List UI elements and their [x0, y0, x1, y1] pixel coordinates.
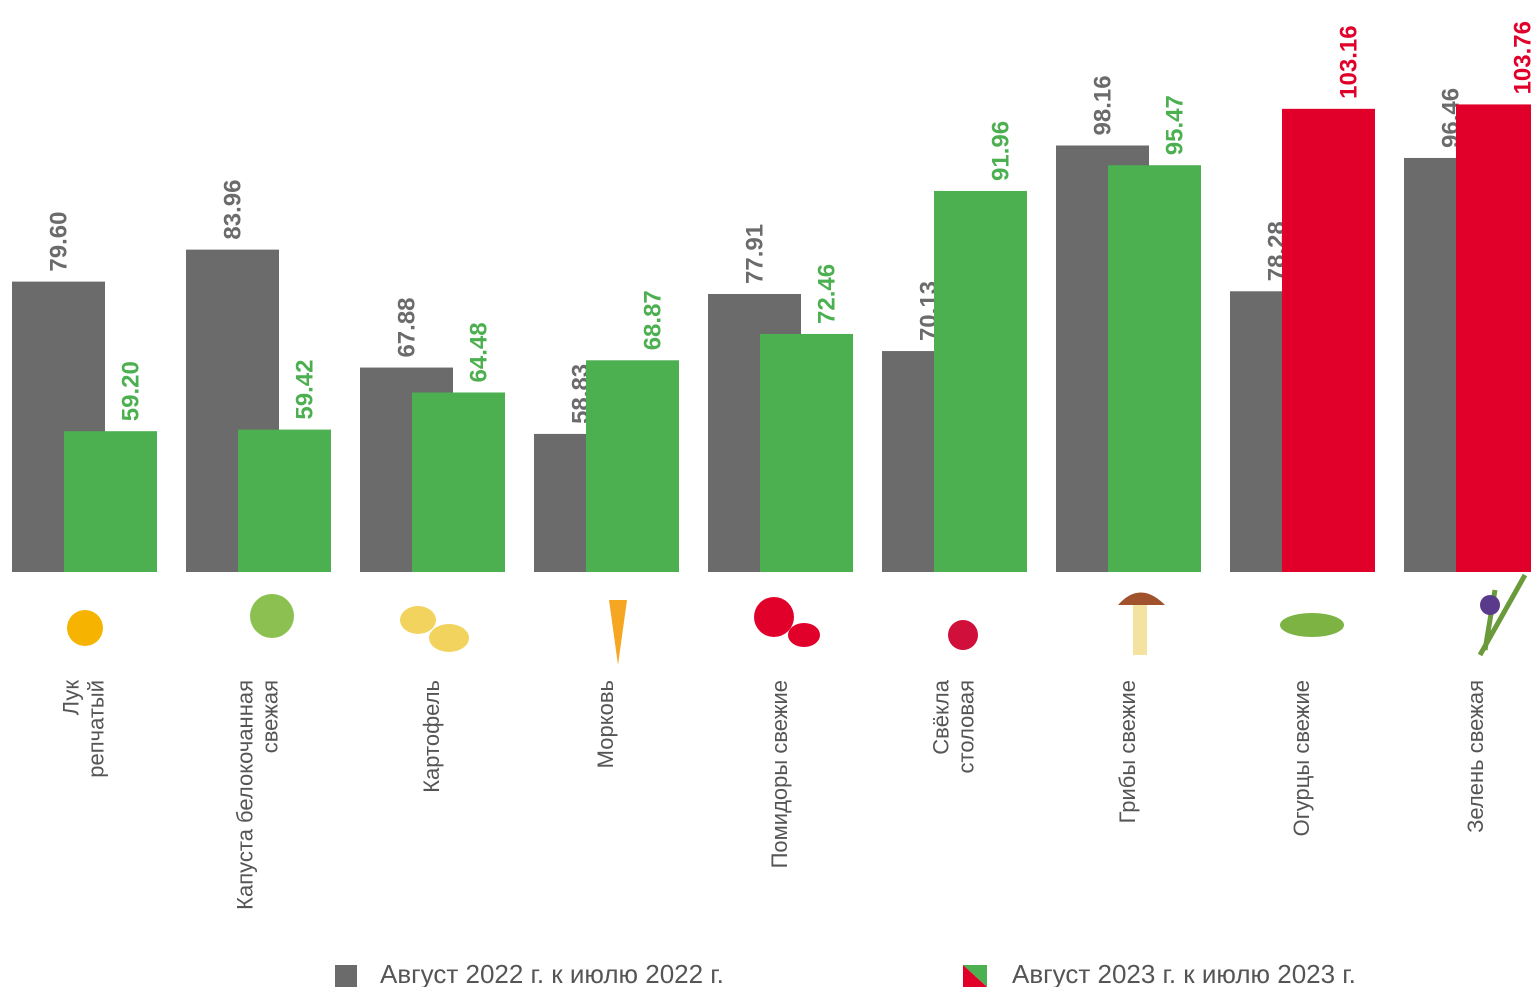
- value-label: 98.16: [1089, 75, 1116, 135]
- value-label: 64.48: [465, 322, 492, 382]
- value-label: 91.96: [987, 121, 1014, 181]
- bar: [1282, 109, 1375, 572]
- legend-swatch: [335, 965, 357, 987]
- potato-icon: [400, 606, 436, 634]
- tomato-icon: [788, 623, 820, 647]
- mushroom-icon: [1133, 605, 1147, 655]
- cabbage-icon: [250, 594, 294, 638]
- bar: [760, 334, 853, 572]
- value-label: 59.20: [117, 361, 144, 421]
- greens-icon: [1480, 595, 1500, 615]
- beet-icon: [948, 620, 978, 650]
- potato-icon: [429, 624, 469, 652]
- category-label: Свёкластоловая: [928, 679, 978, 773]
- bar: [586, 360, 679, 572]
- value-label: 72.46: [813, 264, 840, 324]
- bar: [412, 392, 505, 572]
- value-label: 77.91: [741, 224, 768, 284]
- cucumber-icon: [1280, 613, 1344, 637]
- legend-label: Август 2022 г. к июлю 2022 г.: [380, 959, 724, 987]
- mushroom-icon: [1118, 593, 1165, 606]
- category-label: Капуста белокочаннаясвежая: [232, 680, 282, 910]
- legend-label: Август 2023 г. к июлю 2023 г.: [1012, 959, 1356, 987]
- chart: Август 2022 г. к июлю 2022 г. Август 202…: [0, 0, 1531, 987]
- category-label: Лукрепчатый: [58, 680, 108, 778]
- category-label: Помидоры свежие: [767, 680, 792, 868]
- category-label: Грибы свежие: [1115, 680, 1140, 823]
- category-label: Огурцы свежие: [1289, 680, 1314, 836]
- bar: [238, 430, 331, 572]
- value-label: 103.76: [1509, 21, 1531, 94]
- bar: [1108, 165, 1201, 572]
- bar: [64, 431, 157, 572]
- value-label: 103.16: [1335, 25, 1362, 98]
- carrot-icon: [609, 600, 627, 665]
- bar: [1456, 104, 1531, 572]
- value-label: 83.96: [219, 180, 246, 240]
- category-label: Картофель: [419, 680, 444, 793]
- icons: [67, 575, 1525, 665]
- value-label: 68.87: [639, 290, 666, 350]
- value-label: 67.88: [393, 297, 420, 357]
- greens-icon: [1480, 575, 1525, 655]
- bar: [934, 191, 1027, 572]
- category-label: Морковь: [593, 680, 618, 768]
- category-label: Зелень свежая: [1463, 680, 1488, 833]
- onion-icon: [67, 610, 103, 646]
- tomato-icon: [754, 597, 794, 637]
- value-label: 95.47: [1161, 95, 1188, 155]
- value-label: 79.60: [45, 212, 72, 272]
- value-label: 59.42: [291, 360, 318, 420]
